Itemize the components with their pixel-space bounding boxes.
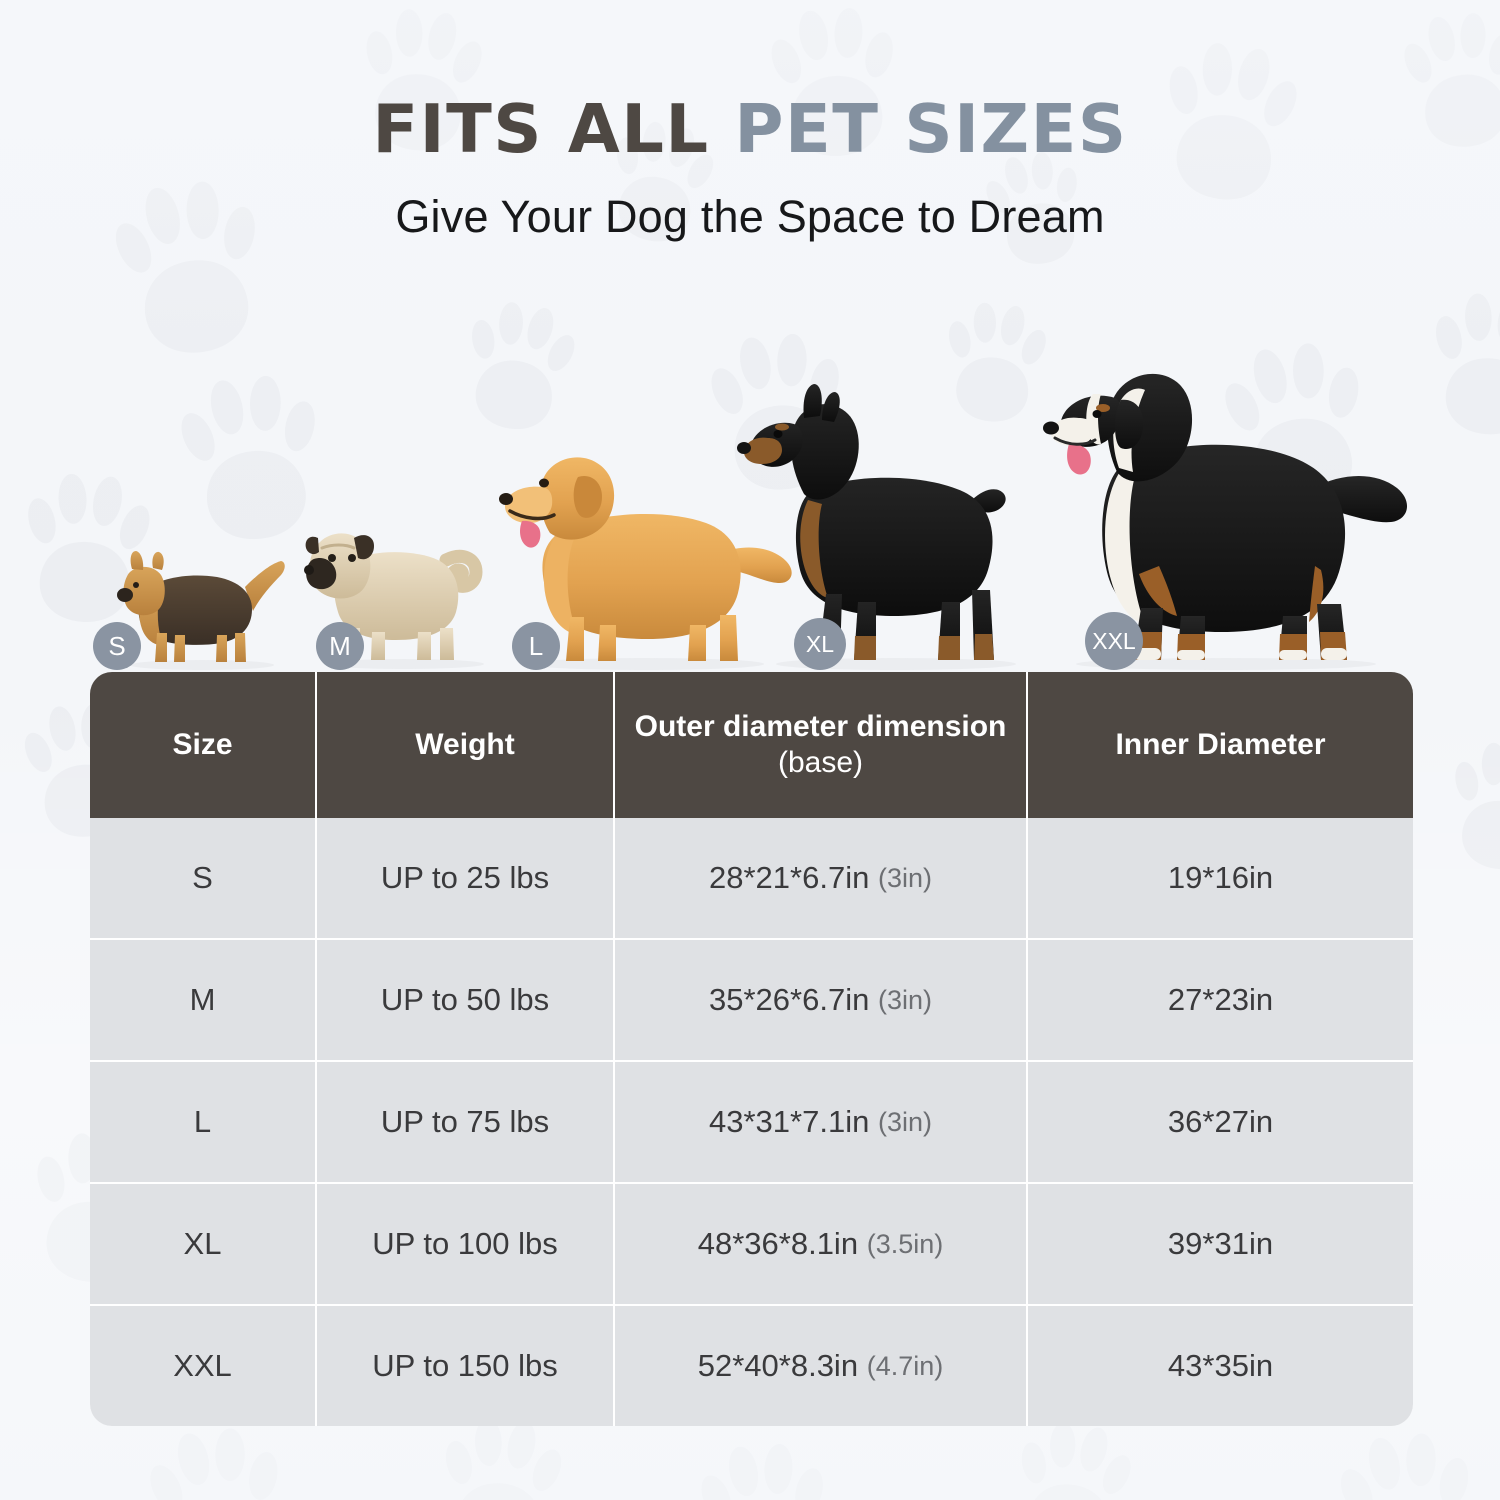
cell-inner-diameter: 19*16in <box>1028 818 1413 938</box>
cell-size: M <box>90 940 317 1060</box>
dog-figure-m: M <box>296 490 511 670</box>
cell-outer-value: 43*31*7.1in <box>709 1104 870 1139</box>
cell-inner-diameter: 43*35in <box>1028 1306 1413 1426</box>
size-badge-s: S <box>93 622 141 670</box>
size-badge-xxl: XXL <box>1085 612 1143 670</box>
dog-size-comparison-row: S <box>0 330 1500 670</box>
cell-outer-base: (3.5in) <box>866 1228 944 1259</box>
table-row: L UP to 75 lbs 43*31*7.1in (3in) 36*27in <box>90 1062 1413 1182</box>
cell-outer-base: (3in) <box>877 862 932 893</box>
cell-size: XXL <box>90 1306 317 1426</box>
dog-figure-xxl: XXL <box>1021 360 1421 670</box>
cell-weight: UP to 100 lbs <box>317 1184 615 1304</box>
table-header: Size Weight Outer diameter dimension (ba… <box>90 672 1413 818</box>
size-chart-table: Size Weight Outer diameter dimension (ba… <box>90 672 1413 1426</box>
cell-size: XL <box>90 1184 317 1304</box>
size-badge-m: M <box>316 622 364 670</box>
table-body: S UP to 25 lbs 28*21*6.7in (3in) 19*16in… <box>90 818 1413 1426</box>
page-subtitle: Give Your Dog the Space to Dream <box>395 191 1105 242</box>
column-header-inner-diameter-label: Inner Diameter <box>1115 728 1326 761</box>
table-header-row: Size Weight Outer diameter dimension (ba… <box>90 672 1413 818</box>
cell-outer-value: 52*40*8.3in <box>697 1348 859 1383</box>
dog-figure-s: S <box>93 515 300 670</box>
cell-weight: UP to 25 lbs <box>317 818 615 938</box>
cell-inner-diameter: 36*27in <box>1028 1062 1413 1182</box>
cell-outer-value: 28*21*6.7in <box>709 860 870 895</box>
cell-outer-value: 35*26*6.7in <box>709 982 870 1017</box>
column-header-size: Size <box>90 672 317 818</box>
size-badge-l: L <box>512 622 560 670</box>
cell-weight: UP to 75 lbs <box>317 1062 615 1182</box>
cell-outer-base: (3in) <box>877 1106 932 1137</box>
cell-outer-diameter: 43*31*7.1in (3in) <box>615 1062 1028 1182</box>
column-header-inner-diameter: Inner Diameter <box>1028 672 1413 818</box>
column-header-weight-label: Weight <box>415 728 515 761</box>
cell-weight: UP to 150 lbs <box>317 1306 615 1426</box>
table-row: S UP to 25 lbs 28*21*6.7in (3in) 19*16in <box>90 818 1413 938</box>
column-header-size-label: Size <box>172 728 233 761</box>
cell-outer-value: 48*36*8.1in <box>697 1226 859 1261</box>
cell-size: L <box>90 1062 317 1182</box>
cell-weight: UP to 50 lbs <box>317 940 615 1060</box>
cell-outer-diameter: 28*21*6.7in (3in) <box>615 818 1028 938</box>
outer-diameter-base-note: (base) <box>777 746 864 779</box>
cell-size: S <box>90 818 317 938</box>
column-header-outer-diameter: Outer diameter dimension (base) <box>615 672 1028 818</box>
column-header-outer-diameter-label: Outer diameter dimension (base) <box>621 709 1020 781</box>
size-badge-xl: XL <box>794 618 846 670</box>
doberman-illustration <box>737 384 1016 670</box>
table-row: XXL UP to 150 lbs 52*40*8.3in (4.7in) 43… <box>90 1306 1413 1426</box>
dog-figure-xl: XL <box>726 380 1056 670</box>
cell-outer-diameter: 48*36*8.1in (3.5in) <box>615 1184 1028 1304</box>
page-title: FITS ALL PET SIZES <box>0 96 1500 163</box>
page-title-part-1: FITS ALL <box>372 90 710 168</box>
outer-diameter-main-text: Outer diameter dimension <box>634 710 1007 743</box>
cell-outer-base: (3in) <box>877 984 932 1015</box>
table-row: M UP to 50 lbs 35*26*6.7in (3in) 27*23in <box>90 940 1413 1060</box>
bernese-mountain-dog-illustration <box>1043 373 1408 670</box>
cell-inner-diameter: 27*23in <box>1028 940 1413 1060</box>
cell-inner-diameter: 39*31in <box>1028 1184 1413 1304</box>
cell-outer-base: (4.7in) <box>866 1350 944 1381</box>
cell-outer-diameter: 35*26*6.7in (3in) <box>615 940 1028 1060</box>
column-header-weight: Weight <box>317 672 615 818</box>
table-row: XL UP to 100 lbs 48*36*8.1in (3.5in) 39*… <box>90 1184 1413 1304</box>
cell-outer-diameter: 52*40*8.3in (4.7in) <box>615 1306 1028 1426</box>
header-block: FITS ALL PET SIZES Give Your Dog the Spa… <box>0 96 1500 243</box>
page-title-part-2: PET SIZES <box>734 90 1128 168</box>
